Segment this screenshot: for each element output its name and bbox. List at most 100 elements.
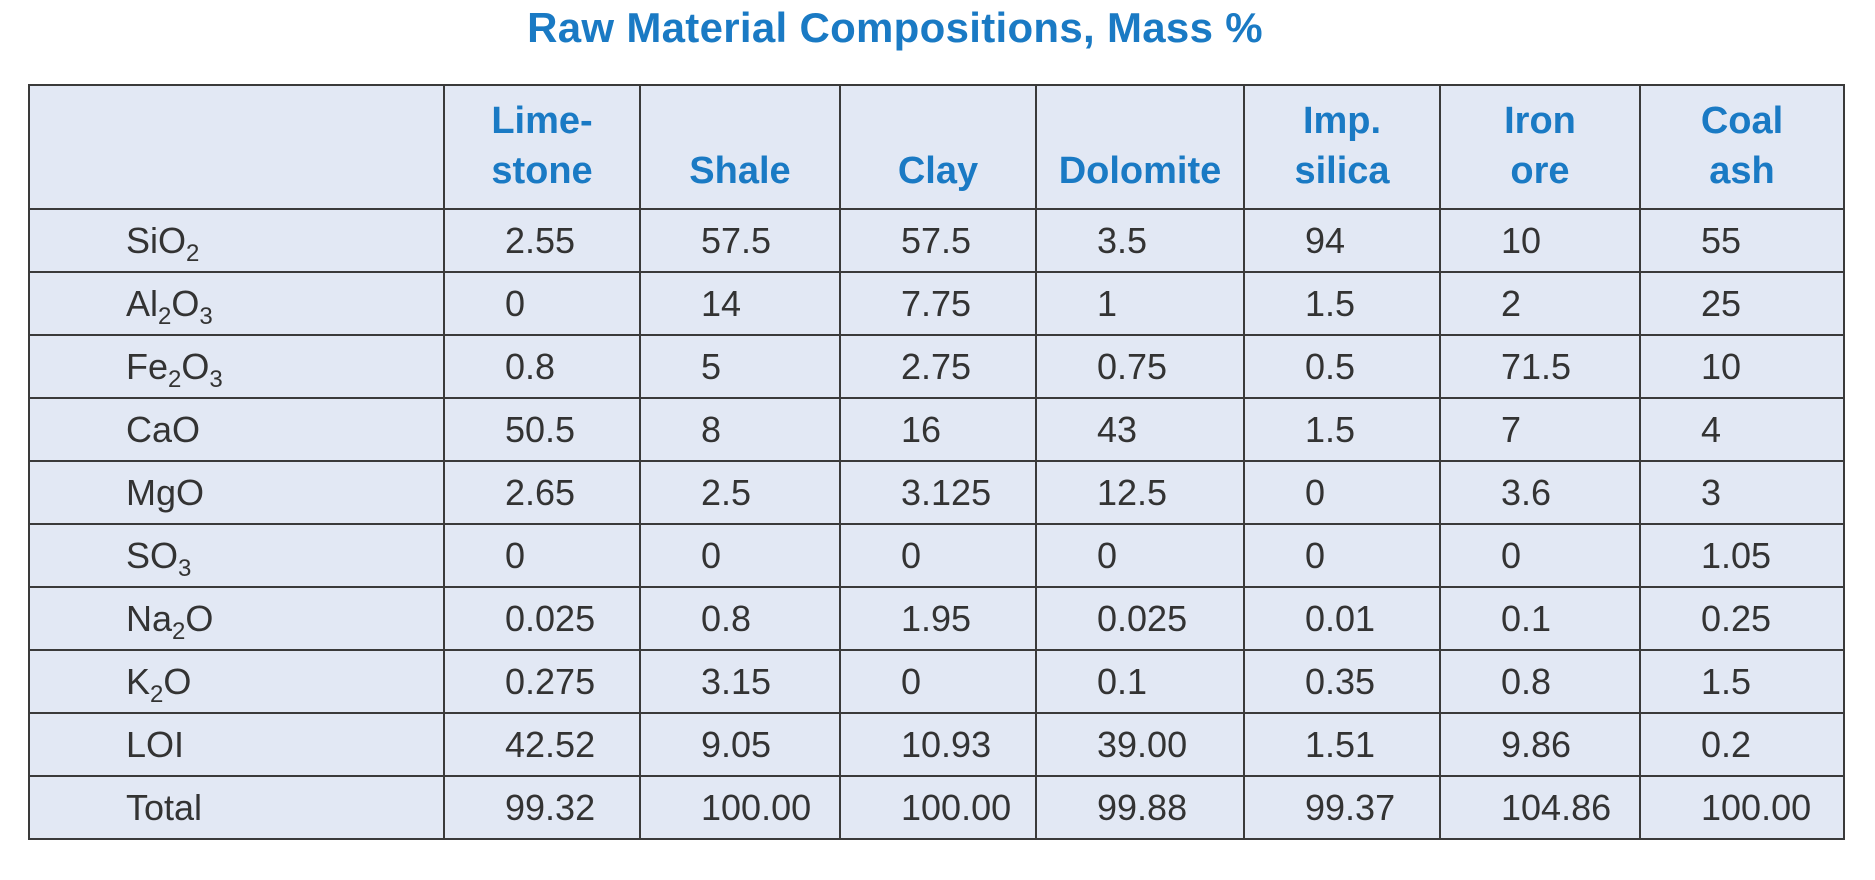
table-cell: 2 — [1439, 271, 1641, 336]
row-label-subscript: 2 — [186, 239, 200, 267]
table-cell: 2.5 — [639, 460, 841, 525]
table-cell: 10 — [1439, 208, 1641, 273]
table-cell: 10 — [1639, 334, 1845, 399]
column-header-line2: stone — [491, 150, 593, 192]
table-cell: 99.37 — [1243, 775, 1441, 840]
table-cell: 100.00 — [1639, 775, 1845, 840]
table-cell: 0.275 — [443, 649, 641, 714]
table-cell: 71.5 — [1439, 334, 1641, 399]
table-cell: 57.5 — [639, 208, 841, 273]
table-cell: 3.6 — [1439, 460, 1641, 525]
row-label: SO3 — [28, 523, 445, 588]
column-header-line1 — [641, 96, 839, 146]
row-label-subscript: 3 — [209, 365, 223, 393]
table-row: LOI 42.52 9.05 10.93 39.00 1.51 9.86 0.2 — [28, 712, 1845, 777]
column-header: Clay — [839, 84, 1037, 210]
row-label-text: Fe — [126, 345, 169, 387]
column-header: Iron ore — [1439, 84, 1641, 210]
row-label-subscript: 2 — [168, 365, 182, 393]
row-label-subscript: 2 — [158, 302, 172, 330]
table-cell: 8 — [639, 397, 841, 462]
row-label-text: LOI — [126, 723, 185, 765]
table-cell: 1.5 — [1243, 271, 1441, 336]
row-label-subscript: 3 — [178, 554, 192, 582]
row-label-text: SO — [126, 534, 179, 576]
row-label-subscript: 2 — [150, 680, 164, 708]
table-cell: 0.35 — [1243, 649, 1441, 714]
table-cell: 0 — [1243, 460, 1441, 525]
table-cell: 0.01 — [1243, 586, 1441, 651]
table-row: SO3 0 0 0 0 0 0 1.05 — [28, 523, 1845, 588]
table-cell: 10.93 — [839, 712, 1037, 777]
table-cell: 9.05 — [639, 712, 841, 777]
table-cell: 99.32 — [443, 775, 641, 840]
row-label-text: K — [126, 660, 151, 702]
table-cell: 3 — [1639, 460, 1845, 525]
column-header: Imp. silica — [1243, 84, 1441, 210]
table-row: K2O 0.275 3.15 0 0.1 0.35 0.8 1.5 — [28, 649, 1845, 714]
row-label: SiO2 — [28, 208, 445, 273]
row-label-text: O — [185, 597, 214, 639]
table-cell: 0.8 — [443, 334, 641, 399]
table-cell: 7.75 — [839, 271, 1037, 336]
row-label-subscript: 3 — [199, 302, 213, 330]
column-header-line1 — [1037, 96, 1243, 146]
table-cell: 0.8 — [1439, 649, 1641, 714]
table-cell: 0 — [839, 523, 1037, 588]
row-label-text: Total — [126, 786, 203, 828]
table-cell: 50.5 — [443, 397, 641, 462]
row-label-text: Na — [126, 597, 173, 639]
column-header: Coal ash — [1639, 84, 1845, 210]
table-cell: 3.5 — [1035, 208, 1245, 273]
table-cell: 0.8 — [639, 586, 841, 651]
table-cell: 42.52 — [443, 712, 641, 777]
table-cell: 0 — [839, 649, 1037, 714]
column-header-line2: silica — [1294, 150, 1390, 192]
column-header-line2: ash — [1709, 150, 1775, 192]
table-cell: 94 — [1243, 208, 1441, 273]
table-cell: 0.25 — [1639, 586, 1845, 651]
column-header: Shale — [639, 84, 841, 210]
table-cell: 1.05 — [1639, 523, 1845, 588]
table-row: MgO 2.65 2.5 3.125 12.5 0 3.6 3 — [28, 460, 1845, 525]
table-cell: 0.5 — [1243, 334, 1441, 399]
table-cell: 12.5 — [1035, 460, 1245, 525]
row-label-text: O — [171, 282, 200, 324]
table-cell: 0.025 — [1035, 586, 1245, 651]
table-cell: 57.5 — [839, 208, 1037, 273]
table-cell: 5 — [639, 334, 841, 399]
column-header-line1: Iron — [1504, 100, 1576, 142]
table-row: SiO2 2.55 57.5 57.5 3.5 94 10 55 — [28, 208, 1845, 273]
row-label: K2O — [28, 649, 445, 714]
table-cell: 0 — [443, 271, 641, 336]
row-label: MgO — [28, 460, 445, 525]
table-cell: 9.86 — [1439, 712, 1641, 777]
column-header-line2: Shale — [689, 150, 791, 192]
table-row: CaO 50.5 8 16 43 1.5 7 4 — [28, 397, 1845, 462]
table-cell: 2.65 — [443, 460, 641, 525]
column-header-line1: Lime- — [491, 100, 593, 142]
table-cell: 2.75 — [839, 334, 1037, 399]
table-cell: 0.1 — [1439, 586, 1641, 651]
table-cell: 1 — [1035, 271, 1245, 336]
row-label: Na2O — [28, 586, 445, 651]
row-label: LOI — [28, 712, 445, 777]
table-cell: 0.2 — [1639, 712, 1845, 777]
table-cell: 2.55 — [443, 208, 641, 273]
table-cell: 3.15 — [639, 649, 841, 714]
column-header-line1: Coal — [1700, 100, 1784, 142]
table-cell: 0.75 — [1035, 334, 1245, 399]
table-cell: 0.1 — [1035, 649, 1245, 714]
table-cell: 0 — [1439, 523, 1641, 588]
table-title: Raw Material Compositions, Mass % — [527, 4, 1263, 51]
column-header: Dolomite — [1035, 84, 1245, 210]
table-cell: 0 — [639, 523, 841, 588]
table-row: Fe2O3 0.8 5 2.75 0.75 0.5 71.5 10 — [28, 334, 1845, 399]
row-label: CaO — [28, 397, 445, 462]
table-cell: 7 — [1439, 397, 1641, 462]
row-label: Al2O3 — [28, 271, 445, 336]
column-header-line2: ore — [1510, 150, 1570, 192]
table-cell: 1.51 — [1243, 712, 1441, 777]
table-cell: 55 — [1639, 208, 1845, 273]
